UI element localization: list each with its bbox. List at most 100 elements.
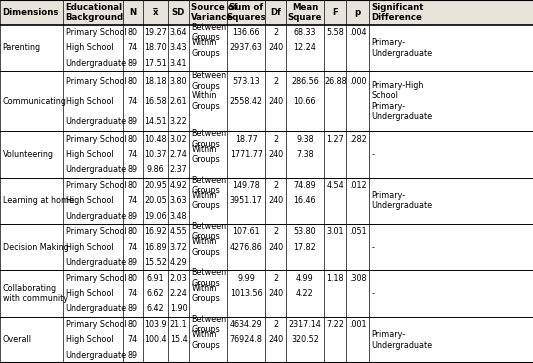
Text: Primary-High
School
Primary-
Undergraduate: Primary-High School Primary- Undergradua…: [372, 81, 433, 121]
Text: 80: 80: [128, 274, 138, 282]
Text: Primary-
Undergraduate: Primary- Undergraduate: [372, 38, 433, 58]
Text: 7.22: 7.22: [326, 320, 344, 329]
Text: 15.4: 15.4: [169, 335, 188, 344]
Text: Df: Df: [270, 8, 281, 17]
Text: 18.77: 18.77: [235, 135, 257, 143]
Text: 6.62: 6.62: [147, 289, 165, 298]
Text: -: -: [372, 150, 374, 159]
Text: 9.86: 9.86: [147, 166, 165, 174]
Text: 4.92: 4.92: [169, 181, 188, 190]
Text: -: -: [372, 242, 374, 252]
Text: High School: High School: [66, 97, 113, 106]
Text: 74.89: 74.89: [294, 181, 316, 190]
Text: 149.78: 149.78: [232, 181, 260, 190]
Text: 6.42: 6.42: [147, 305, 165, 313]
Text: High School: High School: [66, 43, 113, 52]
Text: 100.4: 100.4: [144, 335, 167, 344]
Text: Between
Groups: Between Groups: [191, 176, 227, 195]
Text: 103.9: 103.9: [144, 320, 167, 329]
Text: Primary School: Primary School: [66, 181, 126, 190]
Text: High School: High School: [66, 242, 113, 252]
Text: 18.70: 18.70: [144, 43, 167, 52]
Text: Parenting: Parenting: [3, 43, 41, 52]
Text: Between
Groups: Between Groups: [191, 129, 227, 149]
Text: .308: .308: [349, 274, 366, 282]
Text: 3.63: 3.63: [170, 196, 187, 205]
Text: 3.41: 3.41: [170, 59, 187, 68]
Text: Within
Groups: Within Groups: [191, 191, 220, 211]
Text: 1.27: 1.27: [326, 135, 344, 143]
Text: 4634.29: 4634.29: [230, 320, 263, 329]
Text: Between
Groups: Between Groups: [191, 268, 227, 288]
Text: 240: 240: [268, 196, 283, 205]
Text: 89: 89: [128, 351, 138, 360]
Text: 2317.14: 2317.14: [288, 320, 321, 329]
Text: Learning at home: Learning at home: [3, 196, 74, 205]
Bar: [0, 0, 533, 25]
Text: .001: .001: [349, 320, 366, 329]
Text: 2: 2: [273, 135, 278, 143]
Text: 15.52: 15.52: [144, 258, 167, 267]
Text: Between
Groups: Between Groups: [191, 315, 227, 334]
Text: .282: .282: [349, 135, 367, 143]
Text: Between
Groups: Between Groups: [191, 23, 227, 42]
Text: Undergraduate: Undergraduate: [66, 59, 127, 68]
Text: Source of
Variance: Source of Variance: [191, 3, 238, 22]
Text: 76924.8: 76924.8: [230, 335, 263, 344]
Text: 2.24: 2.24: [169, 289, 188, 298]
Text: Between
Groups: Between Groups: [191, 222, 227, 241]
Text: Volunteering: Volunteering: [3, 150, 54, 159]
Text: 21.1: 21.1: [169, 320, 188, 329]
Text: Educational
Background: Educational Background: [66, 3, 124, 22]
Text: 240: 240: [268, 97, 283, 106]
Text: 320.52: 320.52: [291, 335, 319, 344]
Text: 80: 80: [128, 135, 138, 143]
Text: 89: 89: [128, 212, 138, 221]
Text: F: F: [333, 8, 338, 17]
Text: SD: SD: [172, 8, 185, 17]
Text: 4.99: 4.99: [296, 274, 314, 282]
Text: 17.51: 17.51: [144, 59, 167, 68]
Text: 89: 89: [128, 59, 138, 68]
Text: 2: 2: [273, 181, 278, 190]
Text: 14.51: 14.51: [144, 117, 167, 126]
Text: 80: 80: [128, 181, 138, 190]
Text: 573.13: 573.13: [232, 77, 260, 86]
Text: 240: 240: [268, 289, 283, 298]
Text: 2.03: 2.03: [169, 274, 188, 282]
Text: Dimensions: Dimensions: [3, 8, 59, 17]
Text: 80: 80: [128, 77, 138, 86]
Text: 10.37: 10.37: [144, 150, 167, 159]
Text: .004: .004: [349, 28, 366, 37]
Text: 1013.56: 1013.56: [230, 289, 263, 298]
Text: 16.89: 16.89: [144, 242, 167, 252]
Text: 10.48: 10.48: [144, 135, 167, 143]
Text: p: p: [354, 8, 361, 17]
Text: Within
Groups: Within Groups: [191, 38, 220, 58]
Text: High School: High School: [66, 150, 113, 159]
Text: 2.37: 2.37: [169, 166, 188, 174]
Text: 1.90: 1.90: [169, 305, 188, 313]
Text: 2: 2: [273, 320, 278, 329]
Text: 5.58: 5.58: [326, 28, 344, 37]
Text: Undergraduate: Undergraduate: [66, 212, 127, 221]
Text: Undergraduate: Undergraduate: [66, 117, 127, 126]
Text: Within
Groups: Within Groups: [191, 237, 220, 257]
Text: 74: 74: [128, 335, 138, 344]
Text: 4.54: 4.54: [326, 181, 344, 190]
Text: 89: 89: [128, 305, 138, 313]
Text: 240: 240: [268, 150, 283, 159]
Text: 74: 74: [128, 289, 138, 298]
Text: High School: High School: [66, 196, 113, 205]
Text: 3.64: 3.64: [170, 28, 187, 37]
Text: 16.92: 16.92: [144, 227, 167, 236]
Text: Primary School: Primary School: [66, 274, 126, 282]
Text: 2: 2: [273, 274, 278, 282]
Text: 3.72: 3.72: [169, 242, 188, 252]
Text: 9.38: 9.38: [296, 135, 314, 143]
Text: Primary-
Undergraduate: Primary- Undergraduate: [372, 330, 433, 350]
Text: 1.18: 1.18: [327, 274, 344, 282]
Text: 107.61: 107.61: [232, 227, 260, 236]
Text: 20.05: 20.05: [144, 196, 167, 205]
Text: N: N: [129, 8, 136, 17]
